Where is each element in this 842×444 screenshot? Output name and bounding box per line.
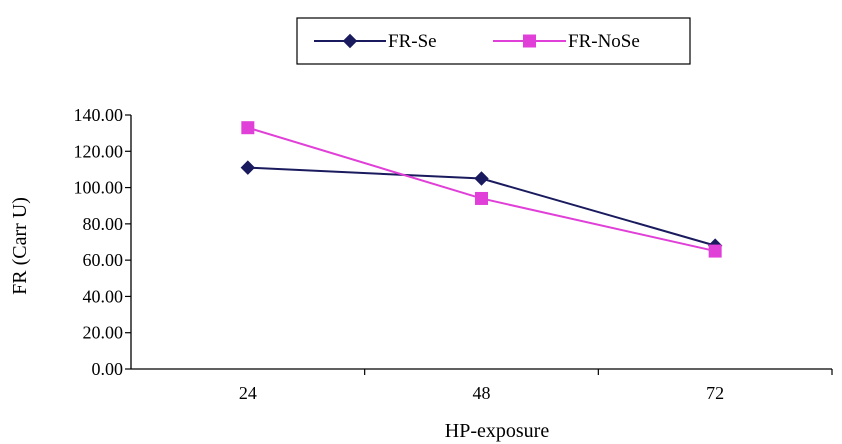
legend: FR-Se FR-NoSe [296, 17, 691, 65]
y-tick-label: 20.00 [83, 323, 124, 343]
y-tick-label: 40.00 [83, 286, 124, 306]
legend-marker-fr-nose [523, 34, 536, 48]
x-axis: 24 48 72 HP-exposure [131, 368, 833, 442]
y-tick-label: 120.00 [74, 141, 124, 161]
legend-marker-fr-se [342, 33, 358, 49]
series-fr-nose [241, 121, 722, 258]
legend-label-fr-se: FR-Se [388, 31, 437, 52]
data-point [241, 121, 255, 135]
y-axis-title: FR (Carr U) [9, 197, 31, 295]
x-axis-ticks: 24 48 72 [239, 369, 833, 403]
x-axis-title: HP-exposure [445, 420, 550, 442]
data-point [475, 191, 488, 205]
x-tick-label: 24 [239, 383, 257, 403]
legend-marker-shape [523, 34, 536, 48]
series-fr-se [240, 160, 723, 253]
y-axis: 0.00 20.00 40.00 60.00 80.00 100.00 120.00 140.… [9, 105, 132, 379]
y-tick-label: 80.00 [83, 214, 124, 234]
y-tick-label: 0.00 [92, 359, 124, 379]
legend-label-fr-nose: FR-NoSe [568, 31, 640, 52]
plot-series [240, 121, 723, 258]
legend-marker-shape [342, 33, 358, 49]
data-point [240, 160, 256, 175]
y-tick-label: 140.00 [74, 105, 124, 125]
y-tick-label: 60.00 [83, 250, 124, 270]
y-tick-label: 100.00 [74, 178, 124, 198]
data-point [474, 171, 489, 186]
y-axis-ticks: 0.00 20.00 40.00 60.00 80.00 100.00 120.00 140.… [74, 105, 131, 379]
x-tick-label: 48 [473, 383, 491, 403]
x-tick-label: 72 [706, 383, 724, 403]
series-line [247, 126, 716, 253]
data-point [708, 244, 722, 258]
